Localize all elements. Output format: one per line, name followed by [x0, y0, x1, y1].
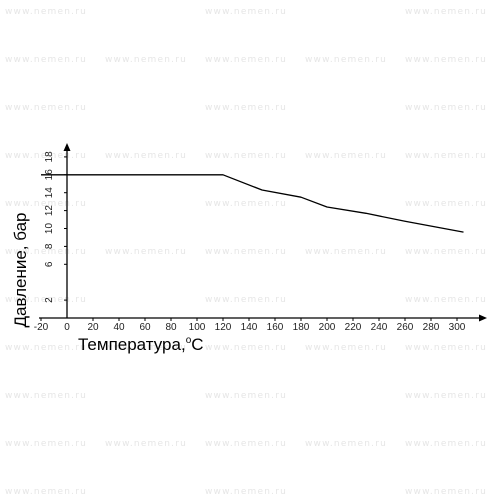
watermark-text: www.nemen.ru	[405, 7, 488, 17]
x-tick-label: 120	[215, 322, 232, 333]
y-tick-label: 14	[44, 187, 55, 199]
x-tick-label: 20	[87, 322, 99, 333]
watermark-text: www.nemen.ru	[5, 55, 88, 65]
watermark-text: www.nemen.ru	[405, 391, 488, 401]
watermark-text: www.nemen.ru	[5, 247, 88, 257]
watermark-text: www.nemen.ru	[405, 55, 488, 65]
x-axis-title-text: Температура,	[78, 335, 186, 354]
x-tick-label: 60	[139, 322, 151, 333]
watermark-text: www.nemen.ru	[305, 439, 388, 449]
x-tick-label: -20	[34, 322, 49, 333]
watermark-text: www.nemen.ru	[105, 343, 188, 353]
y-axis-arrow	[63, 143, 71, 151]
x-axis-title-degree: o	[186, 335, 192, 346]
watermark-text: www.nemen.ru	[405, 439, 488, 449]
watermark-text: www.nemen.ru	[105, 439, 188, 449]
x-tick-label: 100	[189, 322, 206, 333]
watermark-text: www.nemen.ru	[405, 103, 488, 113]
y-tick-label: 6	[44, 261, 55, 267]
watermark-text: www.nemen.ru	[5, 295, 88, 305]
watermark-text: www.nemen.ru	[405, 199, 488, 209]
watermark-text: www.nemen.ru	[305, 151, 388, 161]
watermark-text: www.nemen.ru	[5, 151, 88, 161]
watermark-text: www.nemen.ru	[405, 487, 488, 497]
y-tick-label: 10	[44, 223, 55, 235]
x-tick-label: 300	[449, 322, 466, 333]
watermark-text: www.nemen.ru	[205, 247, 288, 257]
series-layer	[41, 174, 464, 233]
watermark-text: www.nemen.ru	[305, 343, 388, 353]
x-tick-label: 220	[345, 322, 362, 333]
watermark-text: www.nemen.ru	[5, 439, 88, 449]
watermark-text: www.nemen.ru	[205, 7, 288, 17]
watermark-text: www.nemen.ru	[205, 103, 288, 113]
watermark-text: www.nemen.ru	[405, 247, 488, 257]
y-tick-label: 2	[44, 297, 55, 303]
watermark-text: www.nemen.ru	[405, 151, 488, 161]
y-tick-label: 18	[44, 151, 55, 163]
watermark-text: www.nemen.ru	[5, 487, 88, 497]
x-axis-title-unit: C	[191, 335, 203, 354]
watermark-text: www.nemen.ru	[405, 295, 488, 305]
x-tick-label: 260	[397, 322, 414, 333]
watermark-text: www.nemen.ru	[205, 487, 288, 497]
watermark-text: www.nemen.ru	[5, 391, 88, 401]
watermark-text: www.nemen.ru	[305, 247, 388, 257]
watermark-text: www.nemen.ru	[305, 55, 388, 65]
watermark-text: www.nemen.ru	[205, 151, 288, 161]
watermark-text: www.nemen.ru	[205, 55, 288, 65]
watermark-text: www.nemen.ru	[105, 55, 188, 65]
axes	[39, 143, 487, 322]
watermark-text: www.nemen.ru	[105, 247, 188, 257]
watermark-text: www.nemen.ru	[105, 151, 188, 161]
x-tick-label: 80	[165, 322, 177, 333]
x-tick-label: 160	[267, 322, 284, 333]
x-tick-label: 0	[64, 322, 70, 333]
watermark-text: www.nemen.ru	[205, 199, 288, 209]
x-tick-label: 240	[371, 322, 388, 333]
watermark-text: www.nemen.ru	[205, 343, 288, 353]
x-tick-label: 180	[293, 322, 310, 333]
watermark-text: www.nemen.ru	[5, 103, 88, 113]
y-tick-label: 12	[44, 205, 55, 217]
x-tick-label: 200	[319, 322, 336, 333]
watermark-text: www.nemen.ru	[205, 391, 288, 401]
watermark-text: www.nemen.ru	[5, 343, 88, 353]
x-axis-arrow	[479, 314, 487, 322]
watermark-text: www.nemen.ru	[5, 7, 88, 17]
watermark-text: www.nemen.ru	[5, 199, 88, 209]
watermark-text: www.nemen.ru	[205, 295, 288, 305]
series-line	[41, 174, 464, 233]
watermark-text: www.nemen.ru	[205, 439, 288, 449]
x-tick-label: 40	[113, 322, 125, 333]
y-tick-label: 8	[44, 243, 55, 249]
x-axis-title: Температура,oC	[78, 335, 204, 354]
y-axis-title: Давление, бар	[11, 212, 30, 327]
x-tick-label: 280	[423, 322, 440, 333]
x-axis-ticks: -20 0 20 40 60 80 100 120 140 160 180 200 220 240 260 2…	[34, 318, 466, 333]
x-tick-label: 140	[241, 322, 258, 333]
watermark-text: www.nemen.ru	[405, 343, 488, 353]
